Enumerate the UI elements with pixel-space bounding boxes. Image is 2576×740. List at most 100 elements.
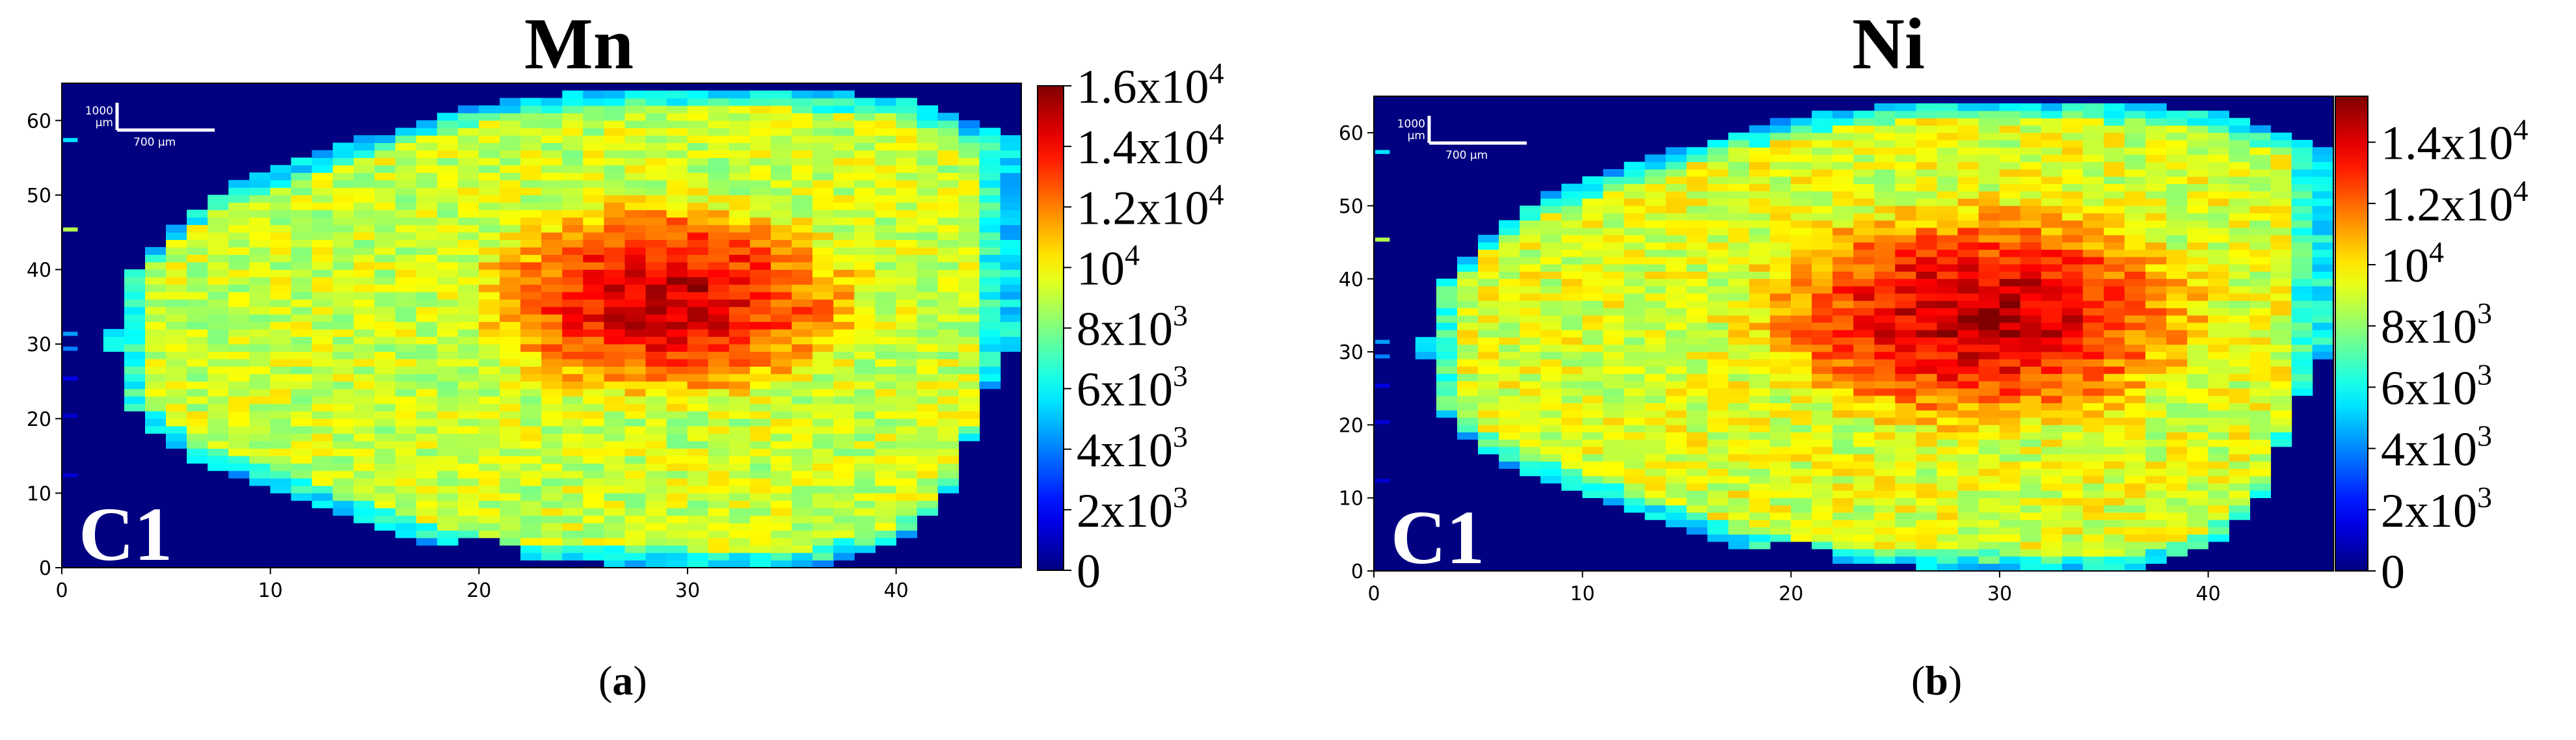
heatmap-cell [2166, 205, 2188, 213]
heatmap-cell [2041, 198, 2063, 206]
heatmap-cell [124, 328, 146, 337]
heatmap-cell [1832, 380, 1854, 389]
heatmap-cell [1561, 330, 1583, 337]
heatmap-cell [2208, 490, 2229, 498]
heatmap-cell [270, 261, 292, 270]
heatmap-cell [2187, 512, 2208, 520]
heatmap-cell [604, 381, 626, 390]
heatmap-cell [2145, 154, 2167, 163]
heatmap-cell [520, 299, 542, 308]
heatmap-cell [270, 291, 292, 300]
heatmap-cell [416, 343, 438, 352]
heatmap-cell [1520, 446, 1541, 455]
heatmap-cell [1916, 563, 1938, 572]
heatmap-cell [1978, 198, 2000, 206]
heatmap-cell [1665, 520, 1687, 527]
heatmap-cell [1895, 482, 1916, 491]
heatmap-cell [1561, 482, 1583, 491]
heatmap-cell [332, 425, 355, 434]
heatmap-cell [792, 120, 813, 129]
colorbar-tick-exponent: 4 [1125, 238, 1140, 271]
heatmap-cell [1957, 147, 1979, 155]
heatmap-cell [2187, 337, 2208, 345]
heatmap-cell [1999, 351, 2021, 360]
heatmap-cell [1749, 271, 1771, 279]
heatmap-cell [1686, 147, 1708, 155]
heatmap-cell [770, 276, 792, 285]
heatmap-cell [917, 500, 939, 509]
heatmap-cell [666, 239, 688, 248]
heatmap-cell [1561, 403, 1583, 411]
heatmap-cell [1916, 176, 1938, 184]
caption-letter: a [612, 657, 634, 704]
heatmap-cell [896, 381, 917, 390]
heatmap-cell [1978, 461, 2000, 469]
heatmap-cell [291, 440, 313, 449]
heatmap-cell [228, 194, 250, 203]
heatmap-cell [2061, 475, 2084, 484]
heatmap-cell [604, 120, 626, 129]
heatmap-cell [1499, 322, 1520, 330]
heatmap-cell [2020, 475, 2042, 484]
heatmap-cell [2187, 344, 2208, 352]
heatmap-cell [749, 172, 771, 181]
heatmap-cell [249, 373, 271, 382]
heatmap-cell [770, 321, 792, 330]
heatmap-cell [833, 127, 855, 136]
heatmap-cell [1686, 439, 1708, 447]
heatmap-cell [1812, 322, 1833, 330]
heatmap-cell [2166, 308, 2188, 316]
heatmap-cell [1957, 541, 1979, 549]
heatmap-cell [124, 291, 146, 300]
heatmap-cell [2270, 249, 2292, 258]
heatmap-cell [1769, 176, 1791, 184]
heatmap-cell [500, 261, 521, 270]
heatmap-cell [792, 179, 813, 188]
y-tick-label: 30 [27, 334, 51, 356]
heatmap-cell [1853, 271, 1875, 279]
heatmap-cell [1665, 425, 1687, 432]
heatmap-cell [1999, 366, 2021, 374]
heatmap-cell [1769, 285, 1791, 294]
heatmap-cell [520, 433, 542, 442]
heatmap-cell [1686, 242, 1708, 250]
heatmap-cell [2104, 366, 2125, 374]
heatmap-cell [416, 194, 438, 203]
heatmap-cell [124, 299, 146, 308]
heatmap-cell [1791, 388, 1812, 396]
heatmap-cell [729, 120, 751, 129]
heatmap-cell [249, 358, 271, 367]
heatmap-cell [2125, 482, 2146, 491]
heatmap-cell [604, 358, 626, 367]
heatmap-cell [332, 373, 355, 382]
heatmap-cell [2249, 169, 2272, 177]
heatmap-cell [2125, 111, 2146, 118]
heatmap-cell [2208, 242, 2229, 250]
heatmap-cell [145, 418, 167, 427]
heatmap-cell [770, 537, 792, 546]
heatmap-cell [457, 187, 479, 196]
heatmap-cell [312, 425, 334, 434]
heatmap-cell [1624, 293, 1646, 301]
heatmap-cell [749, 425, 771, 434]
heatmap-cell [1686, 425, 1708, 432]
heatmap-cell [2166, 249, 2188, 258]
heatmap-cell [166, 261, 187, 270]
heatmap-cell [2061, 191, 2084, 199]
heatmap-cell [958, 343, 980, 352]
heatmap-cell [1707, 183, 1729, 192]
heatmap-cell [854, 478, 876, 486]
heatmap-cell [1624, 227, 1646, 235]
heatmap-cell [583, 500, 604, 509]
heatmap-cell [1895, 183, 1916, 192]
heatmap-cell [2125, 300, 2146, 308]
heatmap-cell [2020, 380, 2042, 389]
heatmap-cell [1707, 198, 1729, 206]
heatmap-cell [2270, 278, 2292, 287]
heatmap-cell [624, 500, 647, 509]
heatmap-cell [2208, 388, 2229, 396]
heatmap-cell [979, 194, 1001, 203]
heatmap-cell [436, 478, 459, 486]
heatmap-cell [249, 366, 271, 375]
heatmap-cell [583, 284, 604, 293]
